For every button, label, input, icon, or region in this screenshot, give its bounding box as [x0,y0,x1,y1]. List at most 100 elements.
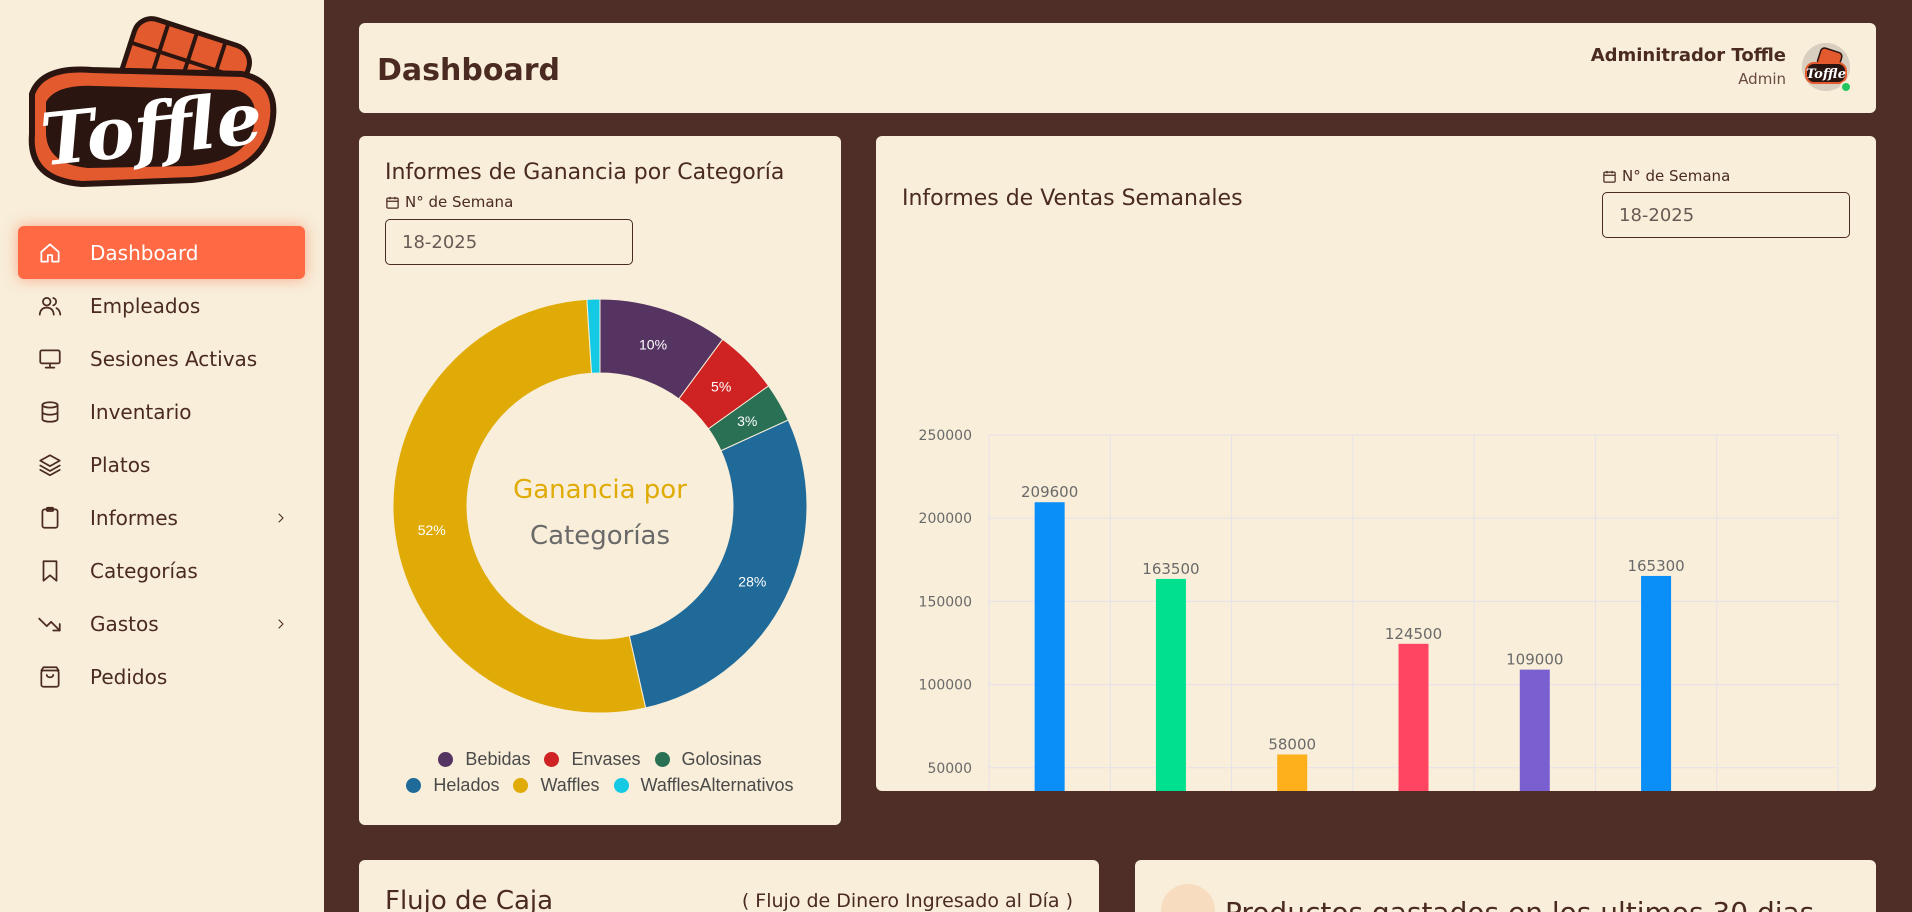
cash-flow-card: Flujo de Caja ( Flujo de Dinero Ingresad… [359,860,1099,912]
user-info: Adminitrador Toffle Admin [1591,45,1786,88]
legend-row: Bebidas Envases Golosinas [359,746,841,772]
monitor-icon [36,345,64,373]
chevron-right-icon[interactable] [267,504,295,532]
donut-slice-label: 5% [711,379,731,395]
bar-28-lunes[interactable] [1155,578,1186,791]
weekly-sales-card: Informes de Ventas Semanales N° de Seman… [876,136,1876,791]
sidebar-item-gastos[interactable]: Gastos [18,597,305,650]
calendar-icon [386,196,399,209]
pie-legend: Bebidas Envases Golosinas Helados Waffle… [359,746,841,798]
bar-data-label: 209600 [1021,483,1078,501]
legend-marker [438,751,454,767]
week-label-text: N° de Semana [1622,167,1731,185]
page-title: Dashboard [377,53,560,88]
online-status-dot [1840,81,1852,93]
home-icon [36,239,64,267]
sidebar-item-dashboard[interactable]: Dashboard [18,226,305,279]
legend-marker [544,751,560,767]
donut-center-line2: Categorías [529,521,671,551]
donut-slice-wafflesalternativos[interactable] [586,298,601,374]
legend-item-helados[interactable]: Helados [406,775,499,796]
clipboard-icon [36,504,64,532]
sidebar: Toffle Dashboard Empleados Sesiones Acti… [0,0,324,912]
sidebar-item-categorias[interactable]: Categorías [18,544,305,597]
week-label-text: N° de Semana [405,193,514,211]
legend-label: WafflesAlternativos [640,774,794,795]
sidebar-item-label: Empleados [90,293,201,318]
trending-down-icon [36,610,64,638]
legend-marker [406,777,422,793]
sidebar-item-label: Sesiones Activas [90,346,258,371]
week-label: N° de Semana [1602,167,1730,185]
bar-29-martes[interactable] [1277,754,1308,791]
cash-flow-title: Flujo de Caja [385,886,554,912]
donut-center-label: Ganancia por Categorías [359,467,841,559]
sidebar-item-pedidos[interactable]: Pedidos [18,650,305,703]
page-header: Dashboard Adminitrador Toffle Admin Toff… [359,23,1876,113]
products-used-card: Productos gastados en los ultimos 30 dia… [1135,860,1876,912]
calendar-icon [1603,170,1616,183]
bar-02-viernes[interactable] [1641,575,1672,791]
bar-data-label: 109000 [1506,651,1563,669]
pie-card-title: Informes de Ganancia por Categoría [385,160,785,185]
donut-center-line1: Ganancia por [513,475,687,505]
legend-label: Golosinas [681,748,762,769]
legend-item-wafflesalternativos[interactable]: WafflesAlternativos [613,774,794,796]
shopping-bag-icon [36,663,64,691]
legend-item-bebidas[interactable]: Bebidas [438,749,530,770]
donut-slice-label: 10% [639,336,667,352]
bookmark-icon [36,557,64,585]
bar-data-label: 163500 [1142,560,1199,578]
week-label: N° de Semana [385,193,513,211]
legend-row: Helados Waffles WafflesAlternativos [359,772,841,798]
bar-30-miércoles[interactable] [1398,643,1429,791]
products-icon [1161,884,1215,912]
sidebar-item-sesiones-activas[interactable]: Sesiones Activas [18,332,305,385]
donut-slice-label: 28% [738,573,766,589]
weekly-sales-bar-chart: 25000020000015000010000050000027 Domingo… [919,428,1839,791]
legend-marker [654,751,670,767]
week-number-input[interactable] [385,219,633,265]
bar-data-label: 165300 [1627,557,1684,575]
bar-data-label: 58000 [1268,735,1316,753]
sidebar-item-platos[interactable]: Platos [18,438,305,491]
legend-item-waffles[interactable]: Waffles [513,774,600,796]
donut-slice-waffles[interactable] [392,298,647,714]
products-used-title: Productos gastados en los ultimos 30 dia… [1225,896,1814,912]
legend-label: Bebidas [465,748,531,769]
week-number-input[interactable] [1602,192,1850,238]
sidebar-item-label: Inventario [90,399,192,424]
legend-marker [613,777,629,793]
y-tick-label: 100000 [919,678,972,694]
y-tick-label: 250000 [919,428,972,444]
sidebar-item-inventario[interactable]: Inventario [18,385,305,438]
sidebar-item-empleados[interactable]: Empleados [18,279,305,332]
legend-item-envases[interactable]: Envases [544,748,641,770]
donut-slice-label: 52% [418,522,446,538]
y-tick-label: 200000 [919,511,972,527]
sidebar-item-label: Gastos [90,611,159,636]
sidebar-item-label: Informes [90,505,178,530]
category-profit-card: Informes de Ganancia por Categoría N° de… [359,136,841,825]
bar-data-label: 124500 [1385,625,1442,643]
bar-card-title: Informes de Ventas Semanales [902,186,1243,211]
sidebar-item-label: Dashboard [90,240,199,265]
legend-label: Waffles [540,774,600,795]
donut-slice-label: 3% [737,413,757,429]
legend-label: Helados [433,774,500,795]
legend-label: Envases [571,748,641,769]
legend-item-golosinas[interactable]: Golosinas [654,748,762,770]
category-donut-chart: 10% 5% 3% 28% 52% [392,298,808,714]
donut-slice-helados[interactable] [628,419,808,709]
bar-01-jueves[interactable] [1519,669,1550,791]
sidebar-item-label: Platos [90,452,151,477]
users-icon [36,292,64,320]
y-tick-label: 150000 [919,594,972,610]
legend-marker [513,777,529,793]
sidebar-item-informes[interactable]: Informes [18,491,305,544]
chevron-right-icon[interactable] [267,610,295,638]
toffle-logo[interactable]: Toffle [22,4,286,200]
bar-27-domingo[interactable] [1034,502,1065,791]
database-icon [36,398,64,426]
user-role: Admin [1738,70,1786,88]
